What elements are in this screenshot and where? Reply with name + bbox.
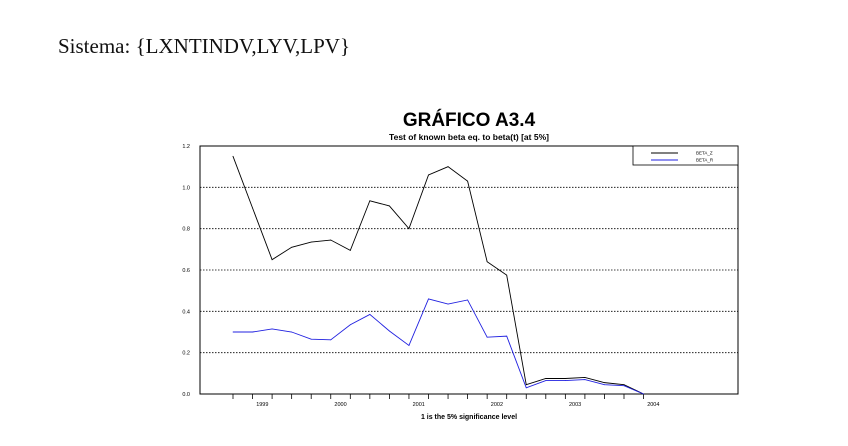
data-point [271, 259, 273, 261]
x-tick-label: 2004 [647, 402, 659, 408]
data-point [330, 239, 332, 241]
data-point [545, 378, 547, 379]
data-point [232, 155, 234, 157]
data-point [623, 384, 625, 386]
y-tick-label: 0.6 [182, 268, 190, 274]
x-tick-label: 1999 [256, 402, 268, 408]
data-point [525, 387, 527, 389]
legend-label: BETA_R [696, 158, 714, 163]
data-point [349, 324, 351, 326]
chart-subtitle: Test of known beta eq. to beta(t) [at 5%… [389, 132, 549, 142]
data-point [252, 331, 253, 333]
legend-box [632, 145, 739, 166]
data-point [623, 385, 625, 387]
data-point [564, 378, 566, 379]
y-tick-label: 0.2 [182, 351, 190, 357]
x-tick-label: 2003 [569, 402, 581, 408]
y-tick-label: 1.2 [182, 144, 190, 150]
x-tick-label: 2001 [413, 402, 425, 408]
data-point [408, 228, 410, 230]
data-point [408, 345, 410, 346]
data-point [604, 384, 605, 386]
system-heading: Sistema: {LXNTINDV,LYV,LPV} [58, 34, 351, 58]
chart-title: GRÁFICO A3.4 [403, 109, 536, 131]
data-point [643, 393, 644, 395]
y-tick-label: 1.0 [182, 185, 190, 191]
data-point [310, 241, 312, 243]
data-point [545, 380, 547, 381]
data-point [584, 377, 586, 378]
data-point [564, 380, 566, 381]
x-tick-label: 2002 [491, 402, 503, 408]
data-point [369, 314, 371, 315]
data-point [291, 331, 293, 333]
data-point [525, 384, 527, 386]
data-point [467, 299, 468, 301]
data-point [506, 274, 508, 276]
y-tick-label: 0.4 [182, 309, 190, 315]
series-line-beta_r [233, 298, 644, 395]
data-point [252, 207, 253, 209]
data-point [428, 174, 429, 176]
data-point [447, 303, 449, 305]
legend-label: BETA_Z [696, 151, 713, 156]
data-point [291, 246, 293, 248]
data-point [232, 331, 234, 333]
x-tick-label: 2000 [334, 402, 346, 408]
data-point [389, 205, 390, 207]
x-axis-label: 1 is the 5% significance level [421, 414, 517, 421]
series-line-beta_z [232, 156, 644, 395]
y-tick-label: 0.0 [182, 392, 190, 398]
data-point [486, 336, 488, 338]
data-point [604, 382, 605, 384]
y-tick-label: 0.8 [182, 227, 190, 233]
data-point [447, 166, 449, 168]
data-point [506, 335, 508, 337]
data-point [330, 339, 332, 341]
data-point [389, 330, 390, 332]
data-point [369, 200, 371, 202]
data-point [428, 298, 429, 300]
data-point [310, 338, 312, 340]
data-point [467, 180, 468, 182]
data-point [584, 379, 586, 380]
data-point [486, 261, 488, 263]
data-point [271, 328, 273, 330]
data-point [349, 249, 351, 251]
